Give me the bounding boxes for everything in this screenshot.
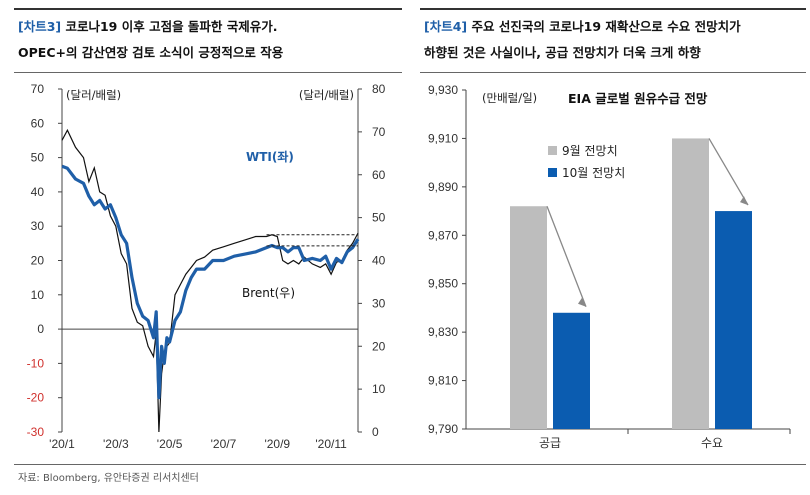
right-tick-label: 20 — [372, 339, 386, 353]
left-tick-label: -30 — [27, 425, 45, 439]
top-rule-left — [14, 8, 402, 10]
left-tick-label: 30 — [31, 219, 45, 233]
bar-y-tick-label: 9,910 — [428, 131, 458, 145]
legend-label-0: 9월 전망치 — [562, 144, 618, 158]
bottom-rule — [14, 464, 806, 465]
bar-y-tick-label: 9,810 — [428, 374, 458, 388]
trend-arrow-head — [740, 196, 748, 206]
left-panel-tag: [차트3] — [18, 19, 62, 34]
x-tick-label: '20/5 — [157, 437, 183, 451]
bar-y-tick-label: 9,830 — [428, 325, 458, 339]
x-tick-label: '20/3 — [103, 437, 129, 451]
x-tick-label: '20/9 — [264, 437, 290, 451]
left-tick-label: -20 — [27, 391, 45, 405]
bar-y-tick-label: 9,930 — [428, 83, 458, 97]
bar-y-unit: (만배럴/일) — [482, 91, 537, 105]
trend-arrow-shaft — [546, 205, 587, 308]
right-title-line1: 주요 선진국의 코로나19 재확산으로 수요 전망치가 — [467, 19, 741, 34]
legend-swatch-1 — [548, 168, 557, 177]
top-rule-right — [420, 8, 806, 10]
right-tick-label: 40 — [372, 254, 386, 268]
left-tick-label: 50 — [31, 151, 45, 165]
right-tick-label: 60 — [372, 168, 386, 182]
right-tick-label: 30 — [372, 296, 386, 310]
right-title-line2: 하향된 것은 사실이나, 공급 전망치가 더욱 크게 하향 — [424, 45, 701, 60]
right-axis-unit: (달러/배럴) — [299, 88, 354, 102]
bar-y-tick-label: 9,890 — [428, 180, 458, 194]
brent-line — [61, 128, 359, 433]
mid-rule-left — [14, 72, 402, 73]
left-tick-label: 60 — [31, 116, 45, 130]
bar-sep-0 — [510, 206, 547, 429]
x-tick-label: '20/1 — [49, 437, 75, 451]
bar-oct-1 — [715, 211, 752, 429]
wti-label: WTI(좌) — [246, 149, 294, 164]
right-tick-label: 10 — [372, 382, 386, 396]
bar-chart-title: EIA 글로벌 원유수급 전망 — [568, 91, 708, 106]
left-tick-label: 20 — [31, 254, 45, 268]
trend-arrow-shaft — [708, 138, 749, 206]
legend-swatch-0 — [548, 146, 557, 155]
legend-label-1: 10월 전망치 — [562, 166, 625, 180]
left-tick-label: -10 — [27, 356, 45, 370]
left-tick-label: 10 — [31, 288, 45, 302]
right-panel-title: [차트4] 주요 선진국의 코로나19 재확산으로 수요 전망치가 하향된 것은… — [424, 14, 804, 66]
bar-y-tick-label: 9,870 — [428, 228, 458, 242]
bar-oct-0 — [553, 312, 590, 429]
left-panel-title: [차트3] 코로나19 이후 고점을 돌파한 국제유가. OPEC+의 감산연장… — [18, 14, 398, 66]
left-tick-label: 0 — [37, 322, 44, 336]
bar-y-tick-label: 9,850 — [428, 277, 458, 291]
left-axis-unit: (달러/배럴) — [66, 88, 121, 102]
x-tick-label: '20/11 — [315, 437, 347, 451]
left-title-line2: OPEC+의 감산연장 검토 소식이 긍정적으로 작용 — [18, 45, 284, 60]
x-tick-label: '20/7 — [211, 437, 237, 451]
right-tick-label: 50 — [372, 211, 386, 225]
right-tick-label: 70 — [372, 125, 386, 139]
left-title-line1: 코로나19 이후 고점을 돌파한 국제유가. — [61, 19, 278, 34]
left-tick-label: 40 — [31, 185, 45, 199]
bar-category-label: 공급 — [539, 436, 561, 450]
bar-category-label: 수요 — [701, 436, 723, 450]
right-tick-label: 80 — [372, 82, 386, 96]
source-note: 자료: Bloomberg, 유안타증권 리서치센터 — [18, 473, 199, 484]
bar-sep-1 — [672, 138, 709, 429]
right-panel-tag: [차트4] — [424, 19, 468, 34]
trend-arrow-head — [578, 297, 586, 307]
brent-label: Brent(우) — [242, 286, 295, 300]
wti-line — [61, 164, 360, 400]
right-tick-label: 0 — [372, 425, 379, 439]
mid-rule-right — [420, 72, 806, 73]
left-tick-label: 70 — [31, 82, 45, 96]
bar-y-tick-label: 9,790 — [428, 422, 458, 436]
